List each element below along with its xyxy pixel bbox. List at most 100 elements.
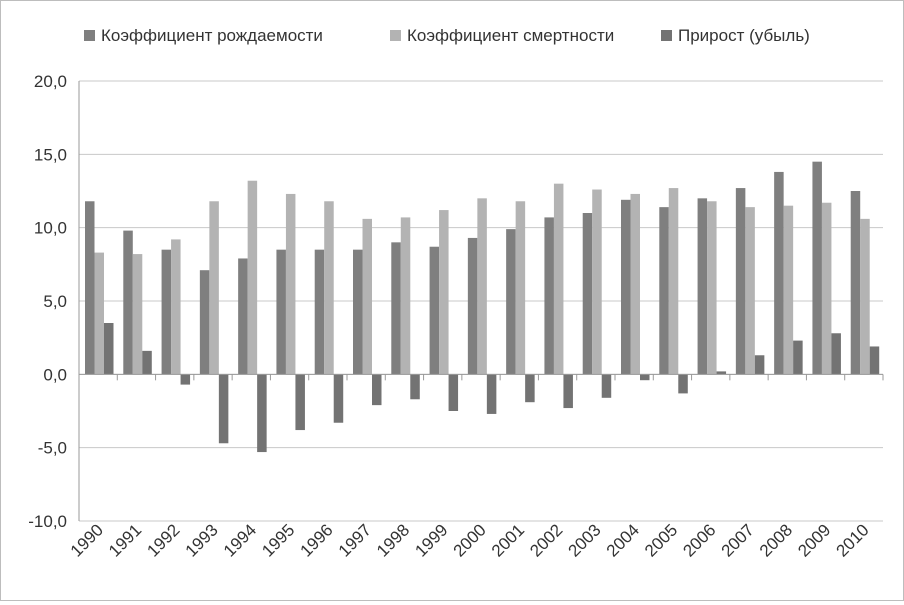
x-tick-label: 2007 <box>718 520 758 560</box>
bar-2001-series-3 <box>525 374 535 403</box>
bar-2002-series-1 <box>544 217 554 375</box>
bar-2003-series-3 <box>601 374 612 398</box>
bar-1994-series-1 <box>238 258 248 375</box>
bar-2009-series-1 <box>812 161 822 375</box>
bar-1995-series-1 <box>276 249 286 375</box>
bar-2010-series-1 <box>850 191 861 375</box>
bar-2003-series-2 <box>592 189 602 375</box>
bar-2007-series-3 <box>754 355 765 375</box>
bar-2004-series-3 <box>640 374 650 381</box>
bar-1990-series-2 <box>94 252 104 375</box>
bar-2000-series-3 <box>486 374 497 414</box>
bar-2005-series-3 <box>678 374 688 394</box>
bar-1996-series-2 <box>324 201 334 375</box>
bar-2009-series-3 <box>831 333 841 375</box>
bar-1995-series-3 <box>295 374 305 431</box>
bar-1994-series-3 <box>257 374 267 453</box>
x-tick-label: 1991 <box>105 520 145 560</box>
x-tick-label: 2009 <box>794 520 834 560</box>
bar-2009-series-2 <box>821 202 832 375</box>
bar-1991-series-1 <box>123 230 133 375</box>
bar-2002-series-2 <box>553 183 564 375</box>
x-tick-label: 1990 <box>67 520 107 560</box>
bar-1992-series-3 <box>180 374 191 385</box>
bar-1995-series-2 <box>285 193 296 375</box>
legend: Коэффициент рождаемости Коэффициент смерт… <box>84 26 810 45</box>
bar-1996-series-3 <box>333 374 344 423</box>
x-tick-label: 1994 <box>220 520 260 560</box>
x-tick-label: 1995 <box>258 520 298 560</box>
x-tick-label: 2005 <box>641 520 681 560</box>
bar-2004-series-1 <box>621 199 631 375</box>
x-tick-label: 2000 <box>450 520 490 560</box>
bar-1997-series-1 <box>353 249 363 375</box>
x-tick-label: 1999 <box>411 520 451 560</box>
bar-2008-series-1 <box>774 171 784 375</box>
bar-2001-series-2 <box>515 201 526 375</box>
bar-2010-series-2 <box>860 218 870 375</box>
bar-1999-series-1 <box>429 246 440 375</box>
bar-1994-series-2 <box>247 180 258 375</box>
bar-1990-series-1 <box>85 201 95 375</box>
bar-1999-series-3 <box>448 374 459 411</box>
legend-swatch <box>661 30 672 41</box>
y-tick-label: 15,0 <box>34 145 67 164</box>
x-tick-label: 1998 <box>373 520 413 560</box>
bar-2000-series-1 <box>467 237 478 375</box>
x-tick-label: 1997 <box>335 520 375 560</box>
bar-1992-series-1 <box>161 249 172 375</box>
bar-1993-series-2 <box>209 201 219 375</box>
x-tick-label: 2010 <box>833 520 873 560</box>
y-tick-label: 20,0 <box>34 72 67 91</box>
bar-2003-series-1 <box>582 213 593 375</box>
axes <box>78 81 884 521</box>
legend-swatch <box>84 30 95 41</box>
legend-label: Коэффициент рождаемости <box>101 26 323 45</box>
legend-label: Прирост (убыль) <box>678 26 810 45</box>
bar-2002-series-3 <box>563 374 573 409</box>
x-tick-label: 2006 <box>679 520 719 560</box>
bars <box>85 161 880 453</box>
bar-2006-series-2 <box>707 201 717 375</box>
bar-2001-series-1 <box>506 229 516 375</box>
x-tick-label: 2003 <box>565 520 605 560</box>
bar-2005-series-2 <box>668 188 679 375</box>
bar-2008-series-3 <box>793 340 803 375</box>
bar-1997-series-2 <box>362 218 372 375</box>
x-tick-label: 2001 <box>488 520 528 560</box>
bar-2008-series-2 <box>783 205 794 375</box>
x-tick-label: 2008 <box>756 520 796 560</box>
bar-1996-series-1 <box>314 249 325 375</box>
bar-2005-series-1 <box>659 207 669 375</box>
x-tick-label: 1993 <box>182 520 222 560</box>
y-axis-tick-labels: 20,0 15,0 10,0 5,0 0,0 -5,0 -10,0 <box>28 72 67 531</box>
bar-1999-series-2 <box>439 210 449 375</box>
bar-1990-series-3 <box>104 323 114 375</box>
x-tick-label: 1992 <box>143 520 183 560</box>
bar-1998-series-3 <box>410 374 420 400</box>
bar-1992-series-2 <box>171 239 181 375</box>
x-tick-label: 2004 <box>603 520 643 560</box>
bar-2006-series-3 <box>716 371 727 375</box>
bar-1993-series-1 <box>199 270 210 375</box>
bar-2007-series-2 <box>745 207 755 375</box>
bar-2010-series-3 <box>869 346 880 375</box>
x-tick-label: 2002 <box>526 520 566 560</box>
bar-1993-series-3 <box>218 374 229 444</box>
y-tick-label: -5,0 <box>38 439 67 458</box>
legend-label: Коэффициент смертности <box>407 26 614 45</box>
bar-1997-series-3 <box>372 374 382 406</box>
bar-2006-series-1 <box>697 198 708 375</box>
x-axis-tick-labels: 1990199119921993199419951996199719981999… <box>67 520 873 560</box>
x-tick-label: 1996 <box>297 520 337 560</box>
bar-2004-series-2 <box>630 193 640 375</box>
y-tick-label: 0,0 <box>43 365 67 384</box>
bar-1998-series-2 <box>400 217 411 375</box>
bar-1991-series-3 <box>142 350 152 375</box>
bar-1998-series-1 <box>391 242 401 375</box>
bar-2007-series-1 <box>735 188 746 375</box>
y-tick-label: 10,0 <box>34 219 67 238</box>
y-tick-label: 5,0 <box>43 292 67 311</box>
y-tick-label: -10,0 <box>28 512 67 531</box>
